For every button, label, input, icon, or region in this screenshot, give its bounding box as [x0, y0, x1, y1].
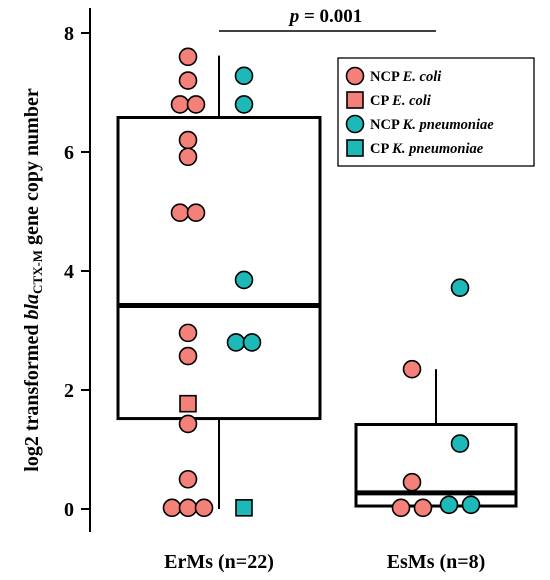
box-2	[354, 369, 518, 508]
y-axis-label-subscript: CTX-M	[30, 250, 45, 294]
series-2	[179, 394, 197, 413]
series-1	[162, 47, 433, 518]
data-point	[402, 472, 422, 492]
legend-box	[337, 57, 535, 167]
data-point	[178, 147, 198, 167]
data-point	[186, 95, 206, 114]
box-1	[116, 55, 322, 509]
y-axis-label-gene: bla	[21, 294, 43, 320]
data-point	[235, 499, 253, 517]
data-point	[178, 346, 198, 366]
data-point	[234, 95, 254, 114]
data-point	[439, 495, 459, 515]
y-tick-label: 2	[64, 380, 74, 402]
data-point	[391, 498, 411, 518]
data-point	[178, 71, 198, 90]
data-point	[178, 47, 198, 67]
data-point	[450, 278, 470, 297]
y-tick-label: 0	[64, 499, 74, 521]
y-tick-label: 4	[64, 261, 74, 283]
data-point	[170, 203, 190, 222]
y-axis-label-part-2: gene copy number	[21, 88, 43, 250]
data-point	[450, 434, 470, 453]
x-axis-category-labels: ErMs (n=22) EsMs (n=8)	[164, 551, 485, 573]
data-point	[194, 498, 214, 518]
legend-item: NCP K. pneumoniae	[345, 114, 494, 134]
x-category-label: ErMs (n=22)	[164, 551, 274, 573]
legend-marker	[346, 139, 364, 157]
series-4	[235, 499, 253, 517]
legend-item: CP K. pneumoniae	[346, 139, 484, 157]
y-axis-label: log2 transformed blaCTX-M gene copy numb…	[21, 88, 45, 472]
series-3	[226, 66, 481, 515]
data-point	[413, 498, 433, 518]
x-category-label: EsMs (n=8)	[387, 551, 486, 573]
legend-marker	[345, 114, 365, 134]
data-point	[186, 203, 206, 222]
data-point	[234, 66, 254, 86]
p-value: = 0.001	[299, 6, 362, 27]
data-point	[179, 394, 197, 413]
data-point	[178, 323, 198, 343]
legend: NCP E. coli CP E. coli NCP K. pneumoniae CP…	[337, 57, 535, 167]
data-points	[162, 47, 481, 518]
data-point	[226, 333, 246, 352]
p-symbol: p	[288, 6, 300, 27]
legend-label: CP E. coli	[370, 93, 431, 109]
data-point	[402, 359, 422, 379]
legend-label: NCP E. coli	[370, 69, 441, 85]
boxes	[116, 55, 518, 509]
legend-marker	[345, 66, 365, 86]
data-point	[178, 414, 198, 434]
data-point	[178, 130, 198, 150]
data-point	[170, 95, 190, 114]
data-point	[178, 469, 198, 489]
legend-item: NCP E. coli	[345, 66, 441, 86]
significance-annotation: p = 0.001	[219, 6, 436, 32]
data-point	[461, 495, 481, 515]
data-point	[162, 498, 182, 518]
legend-label: NCP K. pneumoniae	[370, 117, 494, 133]
axes: 0 2 4 6 8	[64, 8, 91, 532]
box-iqr	[354, 423, 518, 508]
y-axis-ticks: 0 2 4 6 8	[64, 23, 90, 521]
data-point	[178, 498, 198, 518]
y-tick-label: 6	[64, 142, 74, 164]
significance-label: p = 0.001	[288, 6, 363, 27]
data-point	[234, 270, 254, 290]
legend-label: CP K. pneumoniae	[370, 141, 484, 157]
y-axis-label-part-1: log2 transformed	[21, 320, 43, 472]
legend-item: CP E. coli	[346, 91, 431, 109]
y-tick-label: 8	[64, 23, 74, 45]
data-point	[242, 333, 262, 352]
legend-marker	[346, 91, 364, 109]
box-iqr	[116, 115, 322, 421]
